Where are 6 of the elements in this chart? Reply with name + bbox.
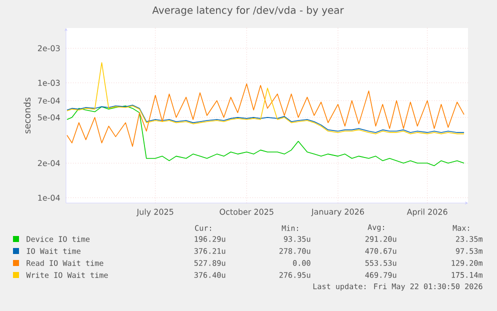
line-series: [66, 83, 464, 147]
line-series: [66, 62, 464, 134]
line-series: [66, 104, 464, 133]
y-axis-title: seconds: [24, 98, 31, 134]
chart-title: Average latency for /dev/vda - by year: [152, 6, 344, 16]
line-series: [66, 105, 464, 166]
